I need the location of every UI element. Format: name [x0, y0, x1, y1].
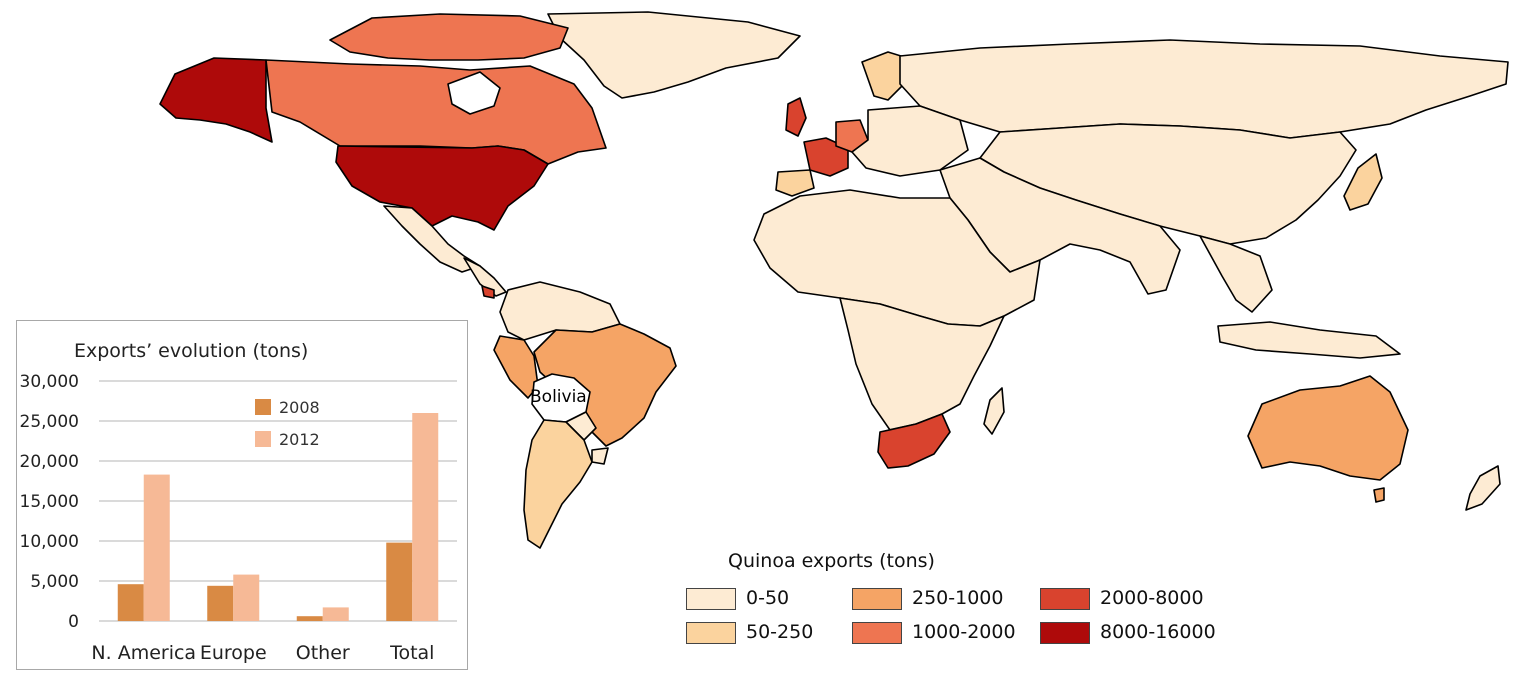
chart-legend-label: 2008 — [279, 398, 320, 417]
y-tick-label: 15,000 — [20, 492, 79, 512]
region-spain[interactable] — [775, 169, 815, 197]
chart-y-ticks: 0 5,000 10,000 15,000 20,000 25,000 30,000 — [20, 372, 79, 632]
bar-2012-total — [412, 413, 439, 621]
chart-legend-label: 2012 — [279, 430, 320, 449]
map-legend: Quinoa exports (tons) 0-50 50-250 250-1000… — [686, 548, 1246, 678]
region-alaska[interactable] — [159, 57, 273, 143]
region-greenland[interactable] — [547, 11, 801, 99]
region-usa[interactable] — [335, 145, 549, 231]
map-legend-swatch — [686, 588, 736, 610]
region-argentina[interactable] — [523, 419, 593, 549]
region-indonesia[interactable] — [1217, 321, 1401, 359]
map-legend-label: 250-1000 — [912, 587, 1004, 609]
x-category-label: N. America — [91, 642, 196, 664]
map-legend-swatch — [1040, 588, 1090, 610]
chart-legend-swatch — [255, 431, 271, 447]
region-madagascar[interactable] — [983, 387, 1005, 435]
region-russia[interactable] — [899, 39, 1509, 139]
chart-legend: 2008 2012 — [255, 398, 320, 449]
exports-chart-panel: Exports’ evolution (tons) 0 5,000 10,000 15… — [16, 320, 468, 670]
region-north-africa[interactable] — [753, 189, 1041, 327]
chart-x-categories: N. America Europe Other Total — [91, 642, 434, 664]
map-legend-swatch — [852, 588, 902, 610]
y-tick-label: 25,000 — [20, 412, 79, 432]
bar-2008-europe — [207, 585, 234, 621]
region-canada-arctic-islands[interactable] — [329, 13, 569, 61]
region-japan[interactable] — [1343, 153, 1383, 211]
bolivia-label: Bolivia — [530, 387, 587, 407]
y-tick-label: 5,000 — [30, 572, 79, 592]
bar-2008-other — [296, 616, 323, 621]
region-canada[interactable] — [265, 59, 607, 165]
chart-title: Exports’ evolution (tons) — [74, 340, 308, 362]
exports-bar-chart: Exports’ evolution (tons) 0 5,000 10,000 15… — [20, 340, 457, 664]
bar-2012-n-america — [143, 474, 170, 621]
map-legend-label: 0-50 — [746, 587, 790, 609]
map-legend-label: 1000-2000 — [912, 621, 1016, 643]
region-tasmania[interactable] — [1373, 487, 1385, 503]
chart-bars — [117, 413, 439, 621]
map-legend-swatch — [852, 622, 902, 644]
region-southeast-asia[interactable] — [1199, 235, 1273, 313]
map-legend-swatch — [1040, 622, 1090, 644]
region-new-zealand[interactable] — [1465, 465, 1501, 511]
bar-2008-n-america — [117, 584, 144, 621]
bar-2012-other — [322, 607, 349, 621]
region-uruguay[interactable] — [591, 447, 609, 465]
y-tick-label: 20,000 — [20, 452, 79, 472]
map-legend-label: 2000-8000 — [1100, 587, 1204, 609]
x-category-label: Other — [296, 642, 350, 664]
region-australia[interactable] — [1247, 375, 1409, 481]
region-costa-rica[interactable] — [481, 285, 495, 299]
y-tick-label: 0 — [68, 612, 79, 632]
region-hudson-bay — [447, 71, 501, 115]
y-tick-label: 10,000 — [20, 532, 79, 552]
map-legend-label: 50-250 — [746, 621, 814, 643]
x-category-label: Europe — [200, 642, 267, 664]
region-south-africa[interactable] — [877, 413, 951, 469]
region-central-america[interactable] — [463, 257, 507, 297]
map-legend-label: 8000-16000 — [1100, 621, 1216, 643]
bar-2008-total — [386, 542, 413, 621]
map-legend-swatch — [686, 622, 736, 644]
chart-legend-swatch — [255, 399, 271, 415]
region-uk[interactable] — [785, 97, 807, 137]
x-category-label: Total — [389, 642, 434, 664]
y-tick-label: 30,000 — [20, 372, 79, 392]
region-central-africa[interactable] — [839, 297, 1005, 431]
region-eastern-europe[interactable] — [851, 105, 969, 177]
map-legend-title: Quinoa exports (tons) — [728, 550, 935, 572]
bar-2012-europe — [233, 574, 260, 621]
